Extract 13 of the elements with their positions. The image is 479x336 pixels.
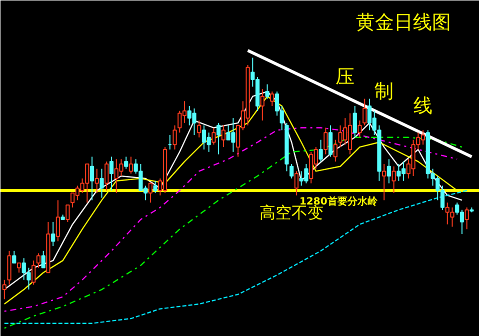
chart-title: 黄金日线图 (356, 12, 452, 34)
candlestick (382, 163, 386, 201)
candlestick (51, 221, 56, 247)
candlestick (109, 156, 114, 192)
annotation: 压制线 (336, 66, 433, 118)
candlestick (352, 106, 357, 138)
candlestick (358, 120, 362, 138)
candlestick (197, 120, 202, 138)
candlestick (386, 158, 392, 184)
candlestick (100, 168, 104, 198)
candlestick (90, 156, 94, 201)
candlestick (260, 88, 264, 122)
candlestick (94, 168, 99, 194)
